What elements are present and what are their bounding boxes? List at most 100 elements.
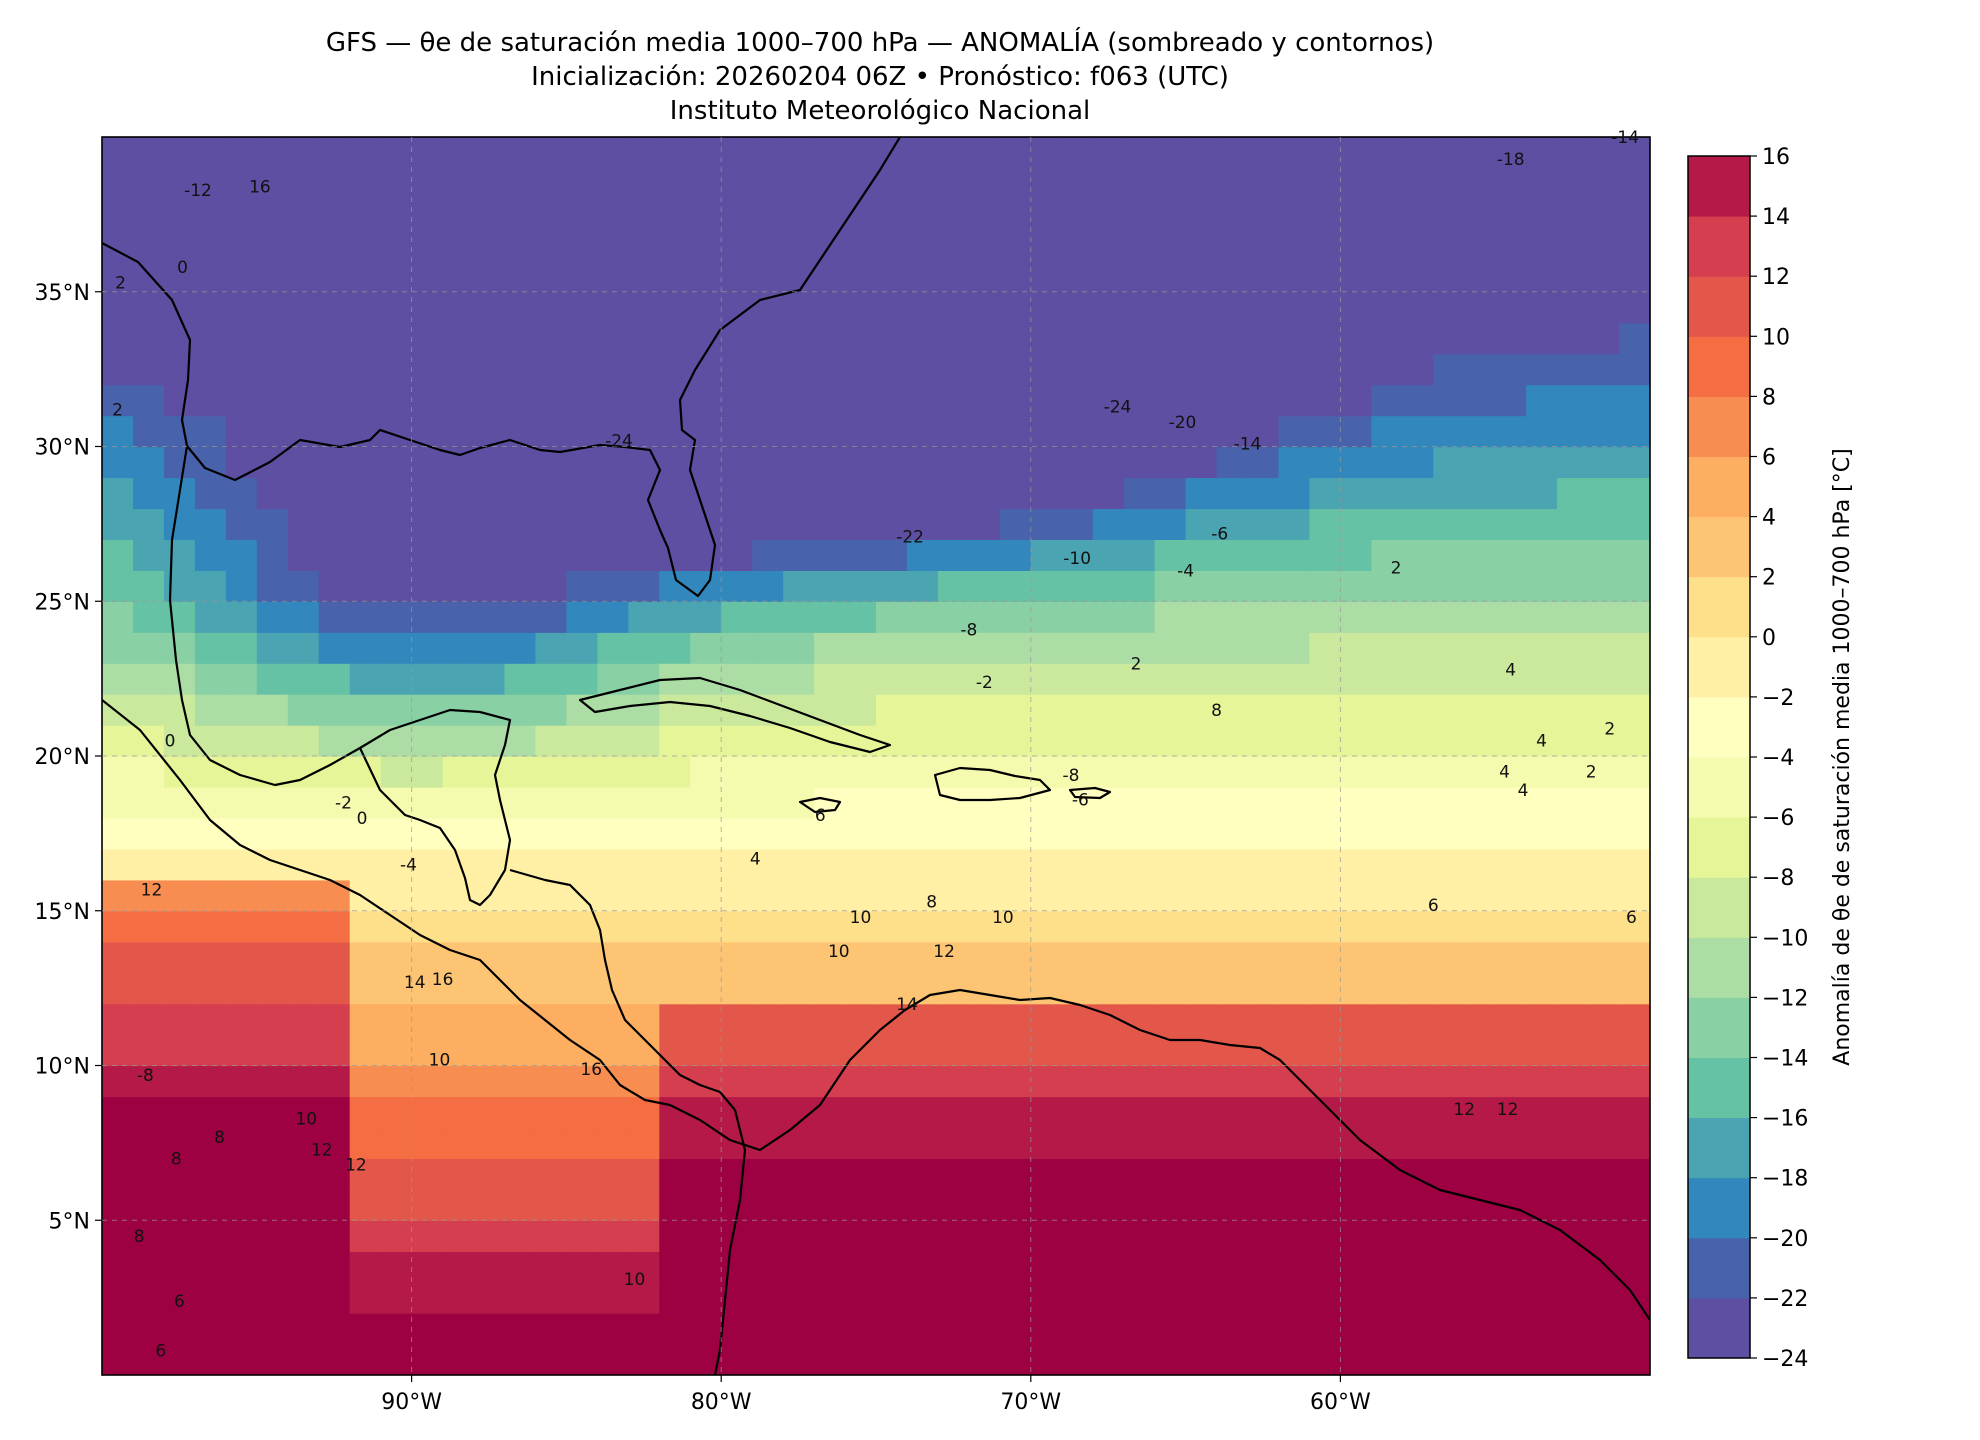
anomaly-cell <box>937 291 970 324</box>
anomaly-cell <box>1588 787 1620 819</box>
anomaly-cell <box>318 137 351 169</box>
anomaly-cell <box>1123 229 1156 262</box>
anomaly-cell <box>1557 663 1589 695</box>
anomaly-cell <box>907 1158 939 1190</box>
anomaly-cell <box>937 601 970 633</box>
anomaly-cell <box>1123 446 1156 479</box>
anomaly-cell <box>845 787 877 819</box>
anomaly-cell <box>1464 1282 1496 1314</box>
anomaly-cell <box>1185 353 1218 386</box>
anomaly-cell <box>535 167 567 200</box>
anomaly-cell <box>1185 1344 1218 1375</box>
anomaly-cell <box>256 508 289 540</box>
anomaly-cell <box>907 570 939 602</box>
anomaly-cell <box>566 1313 598 1345</box>
anomaly-cell <box>907 167 939 200</box>
anomaly-cell <box>937 694 970 726</box>
anomaly-cell <box>380 848 413 881</box>
anomaly-cell <box>752 539 784 571</box>
anomaly-cell <box>937 477 970 510</box>
lat-tick-label: 30°N <box>35 436 90 461</box>
anomaly-cell <box>256 260 289 293</box>
contour-label: -10 <box>1063 549 1091 569</box>
anomaly-cell <box>287 1158 320 1190</box>
anomaly-cell <box>318 972 351 1005</box>
anomaly-cell <box>752 1189 784 1221</box>
anomaly-cell <box>628 694 660 726</box>
anomaly-cell <box>566 198 598 231</box>
anomaly-cell <box>845 1220 877 1252</box>
anomaly-cell <box>1216 787 1249 819</box>
anomaly-cell <box>225 725 258 757</box>
anomaly-cell <box>783 384 815 417</box>
anomaly-cell <box>690 817 722 850</box>
lat-tick-label: 15°N <box>35 900 90 925</box>
anomaly-cell <box>1185 972 1218 1005</box>
anomaly-cell <box>1154 1158 1187 1190</box>
anomaly-cell <box>1588 539 1620 571</box>
anomaly-cell <box>597 446 629 479</box>
anomaly-cell <box>411 198 444 231</box>
longitude-ticks: 90°W 80°W 70°W 60°W <box>381 1375 1371 1415</box>
anomaly-cell <box>442 1251 475 1283</box>
anomaly-cell <box>1402 508 1434 540</box>
anomaly-cell <box>752 1065 784 1098</box>
anomaly-cell <box>1340 1251 1372 1283</box>
anomaly-cell <box>659 601 691 633</box>
anomaly-cell <box>628 663 660 695</box>
anomaly-cell <box>845 1096 877 1129</box>
anomaly-cell <box>225 1189 258 1221</box>
anomaly-cell <box>225 477 258 510</box>
anomaly-cell <box>1309 260 1341 293</box>
anomaly-cell <box>1526 1313 1558 1345</box>
anomaly-cell <box>133 384 165 417</box>
anomaly-cell <box>504 322 537 355</box>
anomaly-cell <box>968 508 1001 540</box>
anomaly-cell <box>1061 972 1094 1005</box>
anomaly-cell <box>1495 137 1527 169</box>
anomaly-cell <box>1402 632 1434 664</box>
anomaly-cell <box>504 632 537 664</box>
anomaly-cell <box>907 1189 939 1221</box>
anomaly-cell <box>1433 1220 1465 1252</box>
anomaly-cell <box>1526 972 1558 1005</box>
anomaly-cell <box>256 1034 289 1067</box>
anomaly-cell <box>721 756 753 788</box>
colorbar-tick-label: 4 <box>1762 506 1776 531</box>
anomaly-cell <box>1402 1127 1434 1159</box>
anomaly-cell <box>968 477 1001 510</box>
anomaly-cell <box>1185 1313 1218 1345</box>
anomaly-cell <box>411 1127 444 1159</box>
anomaly-cell <box>102 1034 134 1067</box>
anomaly-cell <box>999 1034 1032 1067</box>
anomaly-cell <box>876 941 908 974</box>
anomaly-cell <box>1340 198 1372 231</box>
anomaly-cell <box>1123 384 1156 417</box>
anomaly-cell <box>1495 167 1527 200</box>
anomaly-cell <box>504 910 537 943</box>
anomaly-cell <box>1464 663 1496 695</box>
colorbar-band <box>1688 216 1750 277</box>
anomaly-cell <box>1588 1003 1620 1036</box>
anomaly-cell <box>133 1065 165 1098</box>
anomaly-cell <box>349 508 382 540</box>
anomaly-cell <box>1433 477 1465 510</box>
anomaly-cell <box>659 941 691 974</box>
anomaly-cell <box>566 1344 598 1375</box>
anomaly-cell <box>1123 910 1156 943</box>
anomaly-cell <box>473 1096 506 1129</box>
anomaly-cell <box>194 260 227 293</box>
anomaly-cell <box>318 725 351 757</box>
contour-label: 2 <box>1604 719 1615 739</box>
anomaly-cell <box>349 1034 382 1067</box>
anomaly-cell <box>380 1158 413 1190</box>
anomaly-cell <box>102 477 134 510</box>
anomaly-cell <box>814 910 846 943</box>
anomaly-cell <box>194 941 227 974</box>
anomaly-cell <box>287 260 320 293</box>
anomaly-cell <box>349 1251 382 1283</box>
anomaly-cell <box>287 941 320 974</box>
anomaly-cell <box>814 446 846 479</box>
anomaly-cell <box>876 1251 908 1283</box>
anomaly-cell <box>907 198 939 231</box>
